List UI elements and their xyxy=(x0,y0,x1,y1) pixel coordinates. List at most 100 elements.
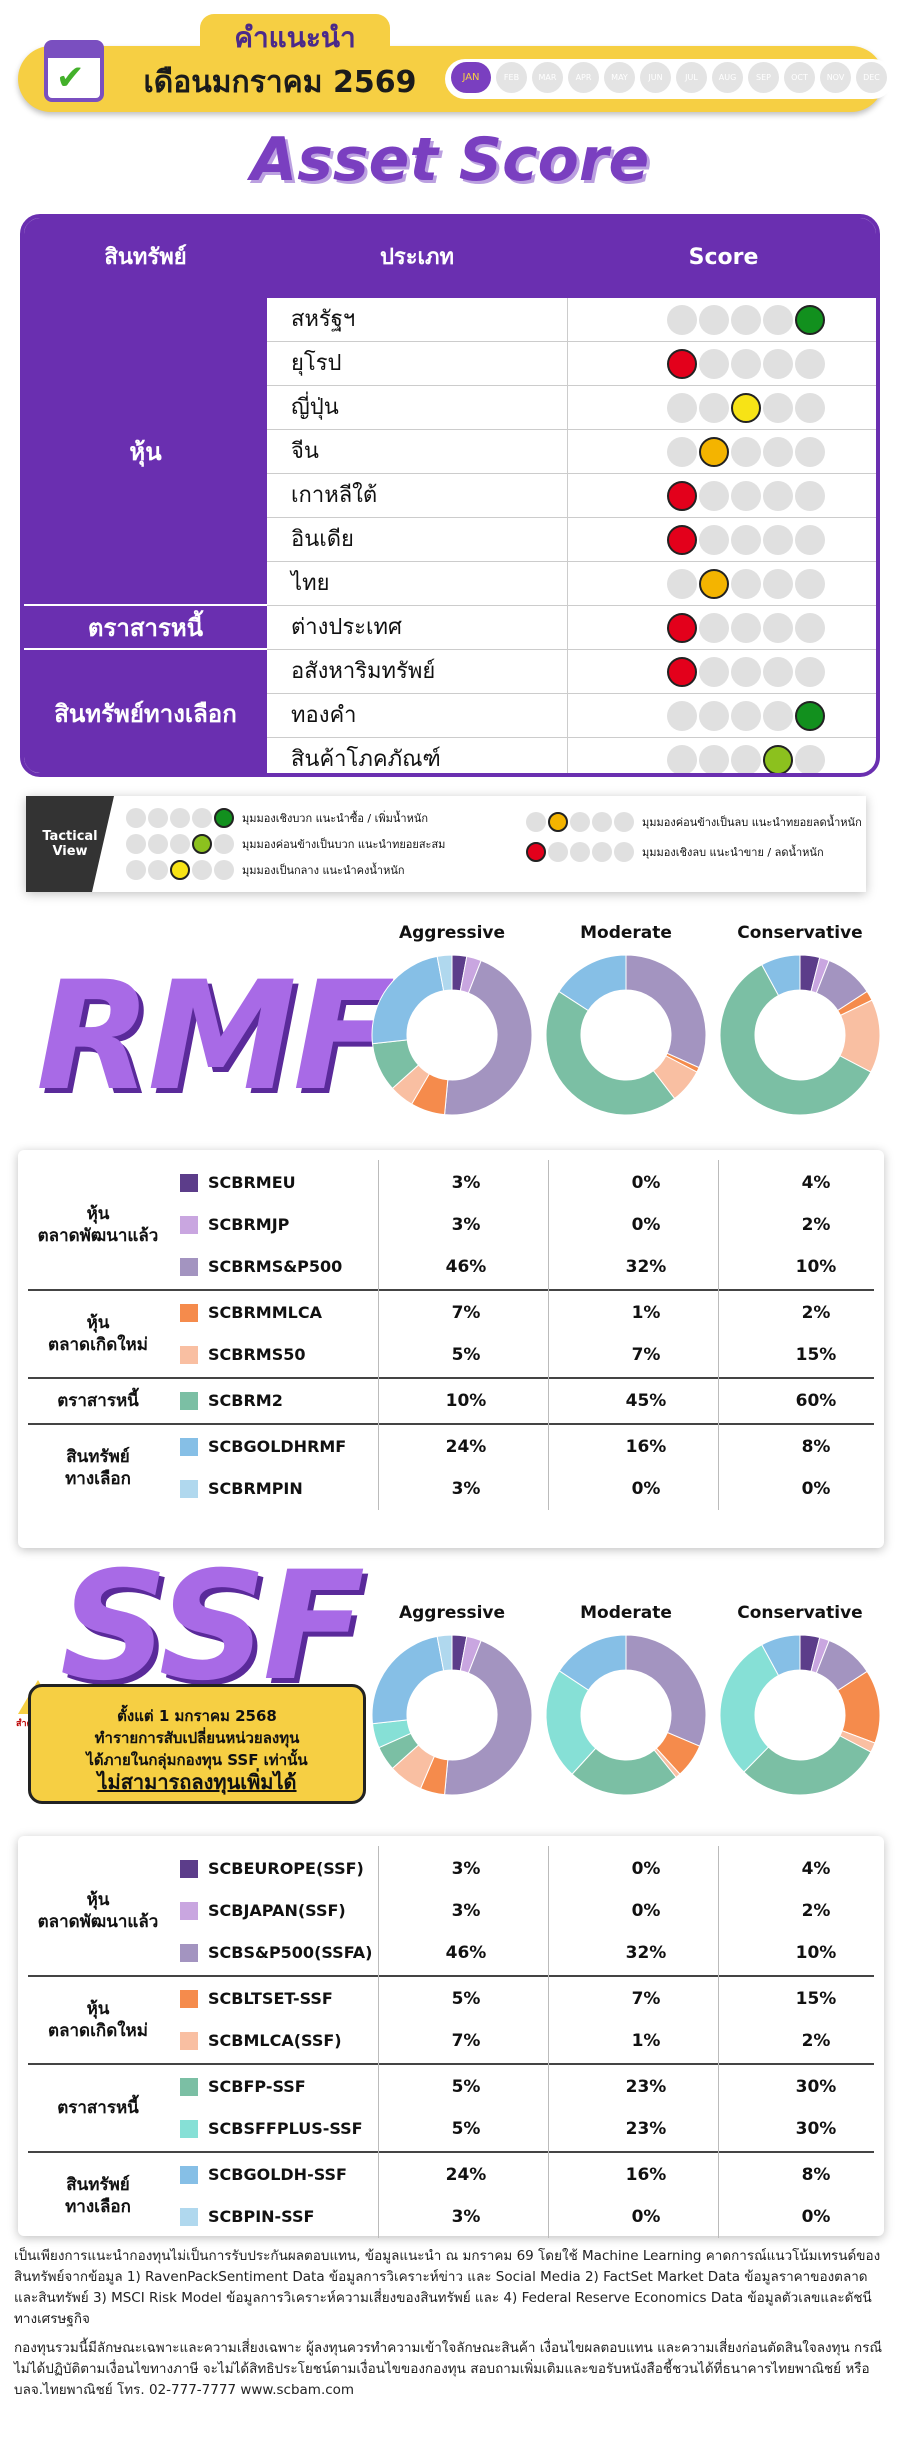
score-dot xyxy=(763,305,793,335)
fund-weight: 23% xyxy=(625,2077,667,2097)
fund-weight: 8% xyxy=(801,1437,831,1457)
score-dots xyxy=(667,701,825,731)
group-label: สินทรัพย์ ทางเลือก xyxy=(65,1447,131,1489)
fund-code: SCBGOLDHRMF xyxy=(208,1437,347,1456)
column-divider xyxy=(378,1160,379,1510)
fund-weight: 24% xyxy=(445,1437,487,1457)
pie-slice-scbgoldh-ssf xyxy=(761,1634,801,1677)
fund-weight: 10% xyxy=(795,1943,837,1963)
col-score: Score xyxy=(688,245,759,270)
score-dot xyxy=(731,437,761,467)
fund-swatch xyxy=(180,2166,198,2184)
score-row: ต่างประเทศ xyxy=(267,606,876,650)
score-row-name: เกาหลีใต้ xyxy=(291,483,378,508)
fund-weight: 45% xyxy=(625,1391,667,1411)
pie-slice-scbgoldhrmf xyxy=(761,954,801,997)
fund-weight: 3% xyxy=(451,1901,481,1921)
legend-dot xyxy=(592,842,612,862)
legend-text: มุมมองเชิงบวก แนะนำซื้อ / เพิ่มน้ำหนัก xyxy=(242,812,429,825)
fund-weight: 8% xyxy=(801,2165,831,2185)
fund-weight: 16% xyxy=(625,2165,667,2185)
score-dots xyxy=(667,569,825,599)
score-dot xyxy=(731,525,761,555)
score-divider xyxy=(567,298,568,773)
column-divider xyxy=(718,1846,719,2238)
group-separator xyxy=(28,1377,874,1379)
fund-swatch xyxy=(180,1990,198,2008)
fund-row: SCBRMMLCA 7% 1% 2% xyxy=(18,1292,884,1334)
month-aug: AUG xyxy=(712,62,743,93)
group-label: หุ้น ตลาดพัฒนาแล้ว xyxy=(37,1204,159,1246)
category-stocks: หุ้น xyxy=(24,298,267,606)
score-dots xyxy=(667,745,825,773)
score-row-name: อสังหาริมทรัพย์ xyxy=(291,659,436,684)
score-dot xyxy=(763,525,793,555)
fund-swatch xyxy=(180,1392,198,1410)
legend-dots xyxy=(126,808,234,828)
fund-swatch xyxy=(180,1304,198,1322)
legend-dot xyxy=(614,812,634,832)
legend-item: มุมมองค่อนข้างเป็นลบ แนะนำทยอยลดน้ำหนัก xyxy=(526,812,862,832)
category-bonds: ตราสารหนี้ xyxy=(24,606,267,650)
score-dot xyxy=(795,481,825,511)
fund-code: SCBRMPIN xyxy=(208,1479,303,1498)
fund-weight: 15% xyxy=(795,1989,837,2009)
fund-code: SCBRMMLCA xyxy=(208,1303,322,1322)
score-dot xyxy=(699,745,729,773)
pie-slice-scbs&p500(ssfa) xyxy=(444,1639,533,1796)
month-may: MAY xyxy=(604,62,635,93)
score-table-header: สินทรัพย์ ประเภท Score xyxy=(24,218,876,298)
header-month: เดือนมกราคม 2569 xyxy=(143,65,417,100)
month-feb: FEB xyxy=(496,62,527,93)
score-dots xyxy=(667,525,825,555)
score-dot xyxy=(667,657,697,687)
fund-swatch xyxy=(180,2078,198,2096)
score-row-name: ทองคำ xyxy=(291,703,357,728)
score-dot xyxy=(699,525,729,555)
profile-aggressive: Aggressive xyxy=(398,923,506,943)
fund-weight: 0% xyxy=(631,1901,661,1921)
legend-item: มุมมองเป็นกลาง แนะนำคงน้ำหนัก xyxy=(126,860,405,880)
legend-dot xyxy=(192,808,212,828)
score-dot xyxy=(763,701,793,731)
pie-slice-scbrms&p500 xyxy=(625,954,707,1069)
fund-row: SCBRMS50 5% 7% 15% xyxy=(18,1334,884,1376)
ssf-notice: ตั้งแต่ 1 มกราคม 2568 ทำรายการสับเปลี่ยน… xyxy=(28,1684,366,1804)
score-dot xyxy=(731,349,761,379)
fund-weight: 23% xyxy=(625,2119,667,2139)
pie-slice-scbrm2 xyxy=(719,964,872,1116)
fund-weight: 3% xyxy=(451,1215,481,1235)
fund-weight: 32% xyxy=(625,1257,667,1277)
score-dot xyxy=(667,349,697,379)
fund-code: SCBJAPAN(SSF) xyxy=(208,1901,346,1920)
month-mar: MAR xyxy=(532,62,563,93)
fund-code: SCBMLCA(SSF) xyxy=(208,2031,342,2050)
score-dot xyxy=(795,613,825,643)
score-dot xyxy=(731,393,761,423)
group-label: ตราสารหนี้ xyxy=(57,2098,139,2118)
legend-dot xyxy=(570,812,590,832)
score-dot xyxy=(795,393,825,423)
legend-dot xyxy=(214,808,234,828)
legend-text: มุมมองค่อนข้างเป็นบวก แนะนำทยอยสะสม xyxy=(242,838,446,851)
fund-row: SCBRMS&P500 46% 32% 10% xyxy=(18,1246,884,1288)
pie-slice-scbgoldhrmf xyxy=(558,954,627,1012)
score-dot xyxy=(667,613,697,643)
fund-weight: 0% xyxy=(631,1215,661,1235)
score-dot xyxy=(795,437,825,467)
legend-dot xyxy=(192,834,212,854)
disclaimer-methodology: เป็นเพียงการแนะนำกองทุนไม่เป็นการรับประก… xyxy=(14,2248,881,2327)
month-apr: APR xyxy=(568,62,599,93)
score-dot xyxy=(795,569,825,599)
month-selector: JAN FEB MAR APR MAY JUN JUL AUG SEP OCT NOV DEC xyxy=(445,59,893,99)
calendar-check-icon: ✔ xyxy=(44,40,104,102)
group-separator xyxy=(28,1975,874,1977)
fund-weight: 1% xyxy=(631,1303,661,1323)
group-label: หุ้น ตลาดเกิดใหม่ xyxy=(48,1999,148,2041)
fund-weight: 24% xyxy=(445,2165,487,2185)
pie-slice-scbrmpin xyxy=(436,954,453,992)
fund-weight: 5% xyxy=(451,2119,481,2139)
legend-text: มุมมองค่อนข้างเป็นลบ แนะนำทยอยลดน้ำหนัก xyxy=(642,816,862,829)
fund-weight: 3% xyxy=(451,2207,481,2227)
ssf-notice-line2: ทำรายการสับเปลี่ยนหน่วยลงทุน xyxy=(94,1729,300,1747)
